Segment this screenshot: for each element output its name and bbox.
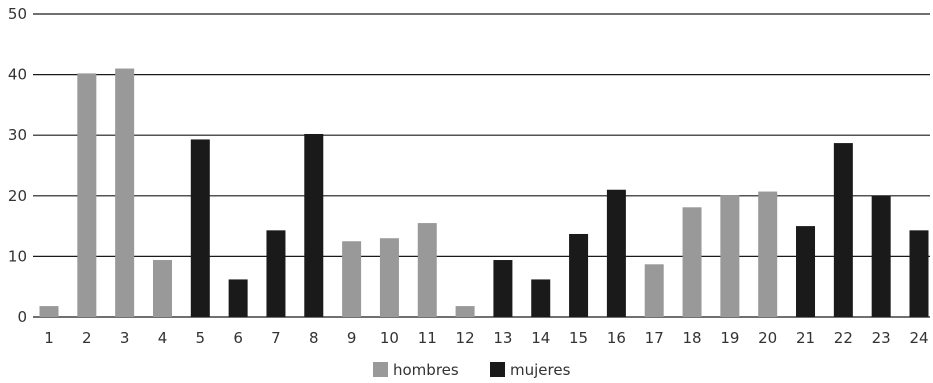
legend-label-mujeres: mujeres [510, 361, 571, 379]
bar-12 [455, 306, 475, 317]
x-axis-ticks: 1 2 3 4 5 6 7 8 9 10 11 12 13 14 15 16 17 18 19 20 21 22 23 24 [44, 329, 928, 347]
x-tick-label: 23 [872, 329, 891, 347]
x-tick-label: 4 [158, 329, 168, 347]
y-tick-label: 40 [8, 66, 27, 84]
x-tick-label: 9 [347, 329, 357, 347]
bar-4 [152, 260, 172, 317]
legend-swatch-mujeres [490, 362, 505, 377]
legend: hombres mujeres [373, 361, 571, 379]
x-tick-label: 24 [909, 329, 928, 347]
legend-label-hombres: hombres [393, 361, 459, 379]
bar-22 [833, 143, 853, 317]
x-tick-label: 6 [233, 329, 243, 347]
legend-swatch-hombres [373, 362, 388, 377]
x-tick-label: 7 [271, 329, 281, 347]
x-tick-label: 13 [493, 329, 512, 347]
y-tick-label: 10 [8, 247, 27, 265]
x-tick-label: 2 [82, 329, 92, 347]
x-tick-label: 10 [380, 329, 399, 347]
bar-5 [190, 139, 210, 317]
x-tick-label: 3 [120, 329, 130, 347]
x-tick-label: 20 [758, 329, 777, 347]
bar-9 [342, 241, 362, 317]
y-tick-label: 20 [8, 187, 27, 205]
bar-16 [606, 189, 626, 317]
bar-10 [379, 238, 399, 317]
bar-8 [304, 133, 324, 317]
x-tick-label: 11 [418, 329, 437, 347]
x-tick-label: 8 [309, 329, 319, 347]
bar-14 [531, 279, 551, 317]
bars [39, 68, 929, 317]
bar-7 [266, 230, 286, 317]
bar-11 [417, 223, 437, 317]
grid-lines [33, 13, 930, 318]
bar-24 [909, 230, 929, 317]
bar-19 [720, 195, 740, 317]
bar-20 [758, 191, 778, 317]
y-axis-ticks: 0 10 20 30 40 50 [8, 5, 27, 326]
x-tick-label: 16 [607, 329, 626, 347]
y-tick-label: 30 [8, 126, 27, 144]
x-tick-label: 17 [645, 329, 664, 347]
x-tick-label: 15 [569, 329, 588, 347]
x-tick-label: 18 [682, 329, 701, 347]
x-tick-label: 5 [196, 329, 206, 347]
bar-17 [644, 264, 664, 317]
x-tick-label: 1 [44, 329, 54, 347]
bar-1 [39, 306, 59, 317]
x-tick-label: 21 [796, 329, 815, 347]
y-tick-label: 50 [8, 5, 27, 23]
bar-15 [569, 233, 589, 317]
y-tick-label: 0 [17, 308, 27, 326]
x-tick-label: 12 [456, 329, 475, 347]
bar-21 [796, 226, 816, 317]
x-tick-label: 22 [834, 329, 853, 347]
bar-3 [115, 68, 135, 317]
bar-2 [77, 73, 97, 317]
bar-23 [871, 195, 891, 317]
x-tick-label: 14 [531, 329, 550, 347]
x-tick-label: 19 [720, 329, 739, 347]
bar-13 [493, 260, 513, 317]
bar-18 [682, 207, 702, 317]
bar-6 [228, 279, 248, 317]
